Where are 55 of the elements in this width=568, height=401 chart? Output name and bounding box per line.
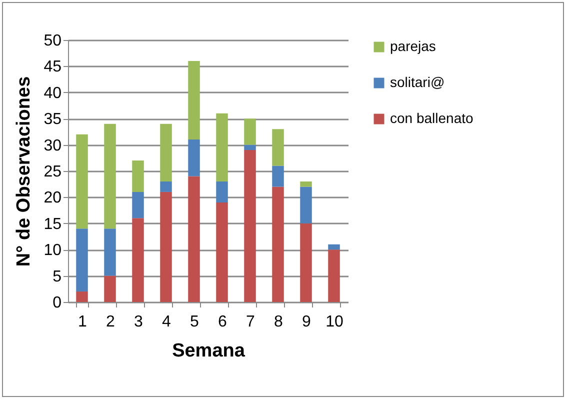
y-tick-label: 50 [44,32,62,50]
x-tick-label: 1 [78,314,88,330]
bar [76,134,88,229]
y-tick-label: 10 [44,242,62,260]
bar [244,144,256,150]
x-tick-label: 7 [246,314,256,330]
y-tick-label: 5 [52,268,62,286]
y-tick-label: 30 [44,137,62,154]
x-tick-label: 8 [274,314,284,330]
bar [216,113,228,182]
bar [132,218,144,302]
legend-label: con ballenato [390,110,474,126]
bar [244,118,256,145]
bar [188,176,200,302]
y-tick-label: 15 [44,216,62,233]
bar [104,124,116,229]
legend-label: parejas [390,38,436,54]
bar [300,186,312,224]
bar [132,160,144,192]
bar [188,140,200,176]
y-tick-label: 0 [52,294,62,312]
bar [244,150,256,302]
bar [328,250,340,302]
y-axis-title: N° de Observaciones [14,76,35,267]
bar [160,192,172,302]
bar [328,244,340,250]
bar [76,228,88,292]
y-tick-label: 25 [44,164,62,180]
x-tick-label: 10 [326,314,344,330]
x-tick-label: 6 [218,314,228,330]
bar [104,276,116,302]
y-tick-label: 35 [44,111,62,128]
x-tick-label: 2 [106,314,116,330]
bar [272,129,284,166]
x-axis-title: Semana [172,340,246,362]
bar [272,186,284,302]
bar [216,202,228,302]
bar [76,292,88,302]
bar [188,60,200,140]
x-tick-label: 5 [190,314,200,330]
x-tick-label: 9 [302,314,312,330]
bar [132,192,144,218]
bar [300,181,312,187]
x-tick-label: 4 [162,314,172,330]
bar [160,124,172,182]
bar [272,166,284,187]
y-tick-label: 45 [44,58,62,76]
bar [216,181,228,202]
y-tick-label: 20 [44,190,62,207]
y-tick-label: 40 [44,84,62,102]
bar [300,223,312,302]
x-tick-label: 3 [134,314,144,330]
bar [104,228,116,276]
bar [160,181,172,192]
legend-label: solitari@ [390,74,445,90]
